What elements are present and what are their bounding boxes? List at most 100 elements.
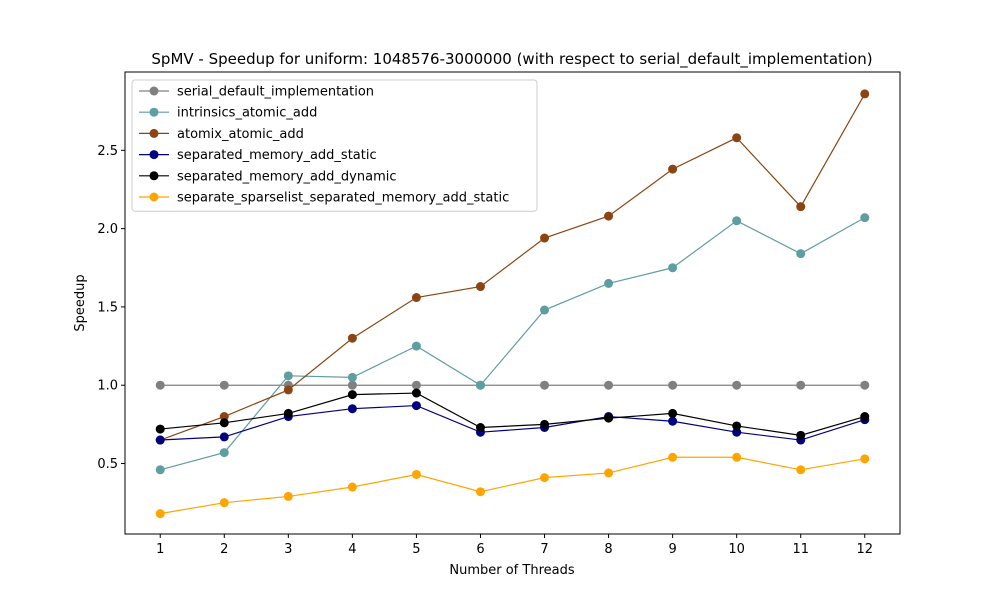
data-point — [411, 293, 421, 303]
legend-label: separate_sparselist_separated_memory_add… — [177, 191, 509, 206]
data-point — [604, 380, 614, 390]
data-point — [155, 424, 165, 434]
series-intrinsics_atomic_add — [155, 213, 870, 475]
data-point — [347, 372, 357, 382]
data-point — [411, 388, 421, 398]
data-point — [668, 380, 678, 390]
x-tick-label: 4 — [348, 542, 356, 557]
y-axis-title: Speedup — [73, 274, 88, 331]
data-point — [540, 233, 550, 243]
x-axis-title: Number of Threads — [449, 563, 574, 578]
data-point — [219, 412, 229, 422]
data-point — [283, 371, 293, 381]
x-axis: 1 2 3 4 5 6 7 8 9 10 11 12 — [156, 534, 873, 557]
y-tick-label: 2.0 — [97, 222, 118, 237]
legend-marker — [149, 150, 159, 160]
x-tick-label: 3 — [284, 542, 292, 557]
data-point — [411, 401, 421, 411]
data-point — [475, 423, 485, 433]
series-line — [160, 93, 866, 441]
chart-title: SpMV - Speedup for uniform: 1048576-3000… — [151, 50, 872, 69]
data-point — [475, 487, 485, 497]
data-point — [668, 408, 678, 418]
data-point — [732, 133, 742, 143]
x-tick-label: 2 — [220, 542, 228, 557]
series-serial_default_implementation — [155, 380, 870, 390]
data-point — [219, 498, 229, 508]
data-point — [283, 385, 293, 395]
data-point — [475, 380, 485, 390]
data-point — [347, 390, 357, 400]
y-tick-label: 2.5 — [97, 144, 118, 159]
series-separated_memory_add_static — [155, 401, 870, 445]
data-point — [475, 282, 485, 292]
series-atomix_atomic_add — [155, 89, 870, 445]
legend-item: atomix_atomic_add — [139, 127, 304, 142]
data-point — [540, 473, 550, 483]
legend-box — [131, 79, 538, 212]
series-line — [160, 404, 865, 441]
data-point — [540, 305, 550, 315]
legend-label: serial_default_implementation — [177, 85, 374, 100]
legend-item: separated_memory_add_dynamic — [139, 169, 397, 184]
series-line — [160, 392, 865, 436]
data-point — [540, 380, 550, 390]
x-tick-label: 6 — [476, 542, 484, 557]
x-tick-label: 10 — [728, 542, 745, 557]
legend-label: atomix_atomic_add — [177, 127, 304, 142]
legend-marker — [149, 192, 159, 202]
data-point — [347, 404, 357, 414]
x-tick-label: 11 — [792, 542, 809, 557]
x-tick-label: 5 — [412, 542, 420, 557]
series-layer — [155, 89, 870, 519]
data-point — [732, 380, 742, 390]
legend: serial_default_implementation intrinsics_… — [131, 79, 538, 212]
data-point — [155, 380, 165, 390]
data-point — [796, 465, 806, 475]
data-point — [732, 452, 742, 462]
legend-marker — [149, 128, 159, 138]
legend-item: serial_default_implementation — [139, 85, 374, 100]
data-point — [796, 202, 806, 212]
legend-marker — [149, 107, 159, 117]
data-point — [411, 341, 421, 351]
data-point — [411, 380, 421, 390]
data-point — [411, 469, 421, 479]
data-point — [219, 418, 229, 428]
legend-marker — [149, 86, 159, 96]
legend-item: intrinsics_atomic_add — [139, 106, 317, 121]
data-point — [540, 419, 550, 429]
data-point — [796, 249, 806, 259]
data-point — [604, 278, 614, 288]
data-point — [283, 491, 293, 501]
data-point — [732, 216, 742, 226]
data-point — [347, 482, 357, 492]
series-line — [160, 217, 866, 471]
data-point — [668, 452, 678, 462]
data-point — [283, 408, 293, 418]
data-point — [796, 430, 806, 440]
data-point — [347, 380, 357, 390]
data-point — [668, 164, 678, 174]
data-point — [668, 263, 678, 273]
data-point — [668, 416, 678, 426]
x-tick-label: 8 — [604, 542, 612, 557]
legend-label: separated_memory_add_static — [177, 148, 377, 163]
legend-label: separated_memory_add_dynamic — [177, 169, 397, 184]
data-point — [604, 211, 614, 221]
y-axis: 0.5 1.0 1.5 2.0 2.5 — [97, 144, 125, 472]
legend-item: separate_sparselist_separated_memory_add… — [139, 191, 509, 206]
y-tick-label: 0.5 — [97, 457, 118, 472]
series-separate_sparselist_separated_memory_add_static — [155, 452, 870, 519]
x-tick-label: 1 — [156, 542, 164, 557]
data-point — [219, 448, 229, 458]
series-separated_memory_add_dynamic — [155, 388, 870, 440]
data-point — [604, 468, 614, 478]
data-point — [604, 413, 614, 423]
legend-marker — [149, 171, 159, 181]
x-tick-label: 7 — [540, 542, 548, 557]
data-point — [860, 454, 870, 464]
x-tick-label: 12 — [856, 542, 873, 557]
